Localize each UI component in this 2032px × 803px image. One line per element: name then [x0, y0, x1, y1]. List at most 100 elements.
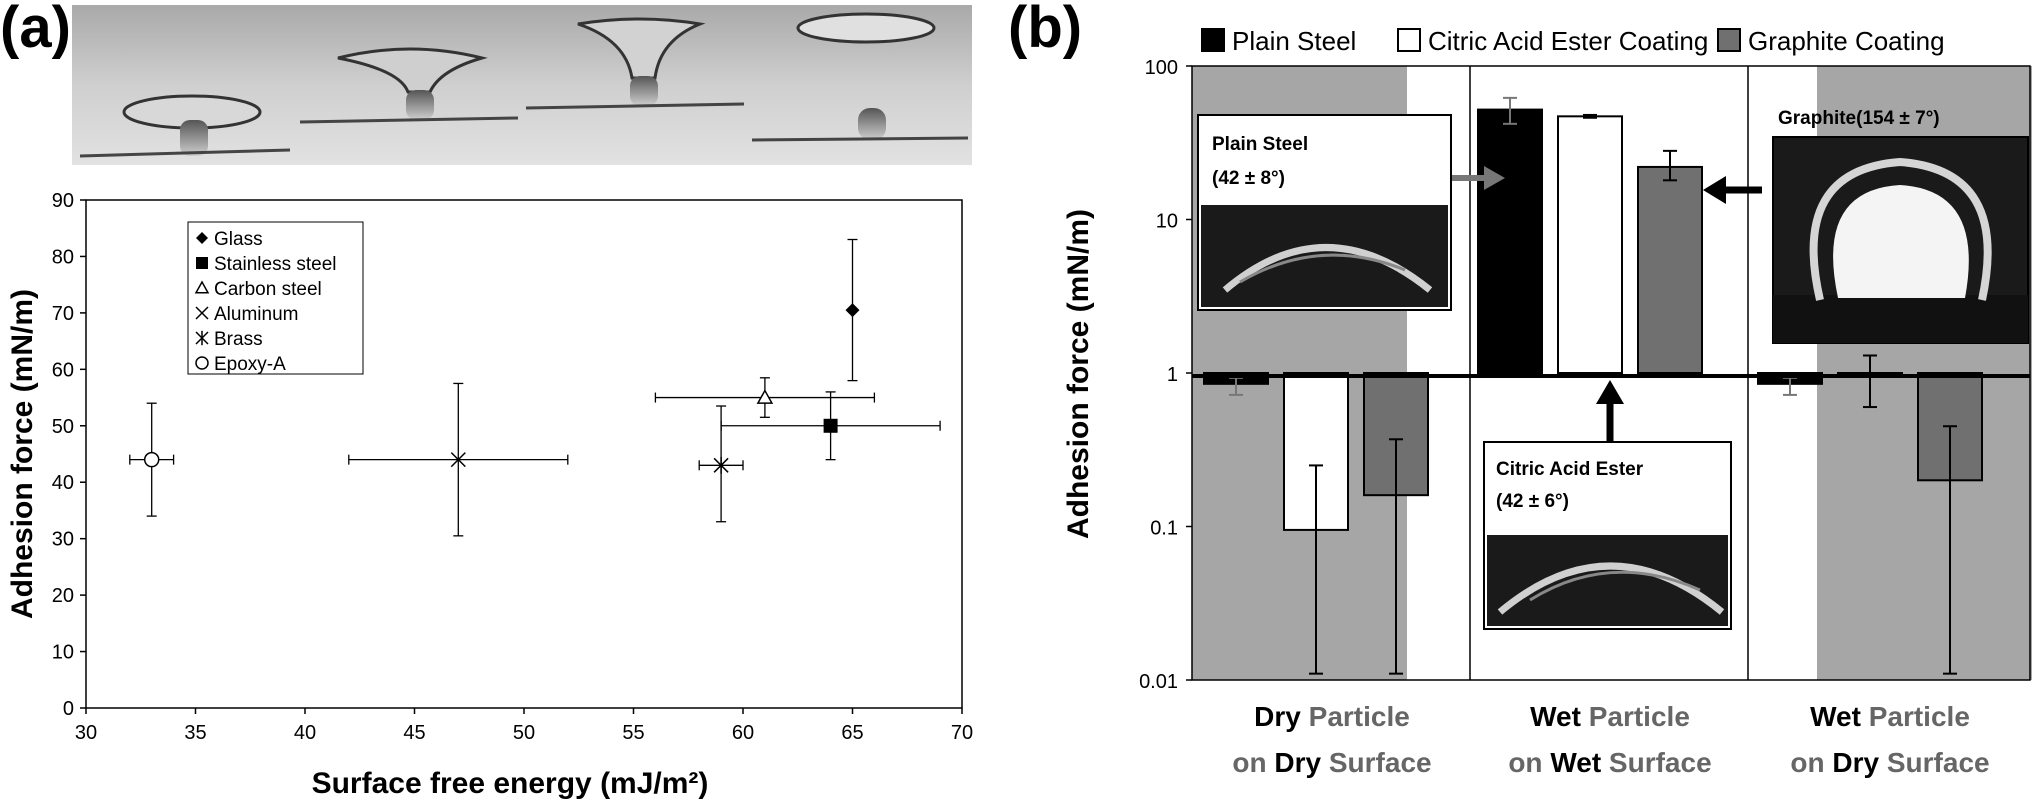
- legend-a-label: Glass: [214, 229, 263, 250]
- legend-a-marker-circle: [195, 356, 209, 370]
- rod-1: [79, 148, 291, 158]
- category-label-line2: on Wet Surface: [1508, 747, 1711, 778]
- data-points-a: [129, 238, 941, 537]
- y-tick-label-b: 1: [1167, 364, 1178, 386]
- droplet-3: [577, 17, 706, 80]
- legend-b-swatch: [1717, 28, 1741, 52]
- legend-a-marker-asterisk: [195, 330, 209, 346]
- category-label-line2: on Dry Surface: [1790, 747, 1989, 778]
- x-axis-title-a: Surface free energy (mJ/m²): [312, 767, 709, 800]
- arrow-citric-ester: [1596, 380, 1624, 442]
- marker-x: [450, 452, 466, 468]
- inset-plain-steel-subtitle: (42 ± 8°): [1212, 168, 1285, 189]
- legend-b-label: Graphite Coating: [1748, 26, 1945, 56]
- inset-graphite-base: [1773, 295, 2028, 343]
- legend-a-label: Epoxy-A: [214, 354, 286, 375]
- y-tick-label-a: 20: [52, 585, 74, 607]
- y-tick-label-b: 0.1: [1150, 518, 1178, 540]
- inset-graphite-drop-fill: [1833, 185, 1969, 298]
- data-point-stainless-steel: [720, 391, 941, 461]
- legend-b-swatch: [1397, 28, 1421, 52]
- rod-2: [299, 116, 519, 124]
- particle-1: [180, 120, 208, 156]
- inset-plain-steel: Plain Steel (42 ± 8°): [1197, 114, 1452, 311]
- y-axis-b: 0.01 0.1 1 10 100: [1139, 57, 1192, 693]
- x-tick-label-a: 35: [184, 722, 206, 744]
- x-tick-label-a: 30: [75, 722, 97, 744]
- legend-a-label: Brass: [214, 329, 263, 350]
- inset-citric-ester-highlight: [1529, 570, 1701, 602]
- category-label-line1: Wet Particle: [1530, 701, 1690, 732]
- y-tick-label-a: 90: [52, 190, 74, 212]
- arrow-citric-ester-head: [1596, 380, 1624, 404]
- y-tick-label-a: 40: [52, 472, 74, 494]
- category-label-line1: Wet Particle: [1810, 701, 1970, 732]
- inset-graphite-drop: [1809, 157, 1992, 301]
- inset-graphite: Graphite(154 ± 7°): [1772, 108, 2029, 344]
- bars-b: [1203, 96, 1983, 675]
- legend-b-label: Plain Steel: [1232, 26, 1356, 56]
- y-axis-title-a: Adhesion force (mN/m): [6, 289, 39, 619]
- legend-a-marker-square: [196, 257, 208, 269]
- x-tick-label-a: 55: [622, 722, 644, 744]
- rod-4: [751, 136, 969, 142]
- category-label-line2: on Dry Surface: [1232, 747, 1431, 778]
- inset-graphite-title: Graphite(154 ± 7°): [1778, 108, 1940, 129]
- legend-a-marker-diamond: [196, 232, 208, 244]
- legend-a-marker-x: [195, 306, 209, 320]
- legend-a-label: Stainless steel: [214, 254, 337, 275]
- marker-diamond: [845, 303, 860, 318]
- legend-b: Plain Steel Citric Acid Ester Coating Grap…: [1201, 26, 1945, 56]
- x-tick-label-a: 40: [294, 722, 316, 744]
- y-tick-label-a: 0: [63, 698, 74, 720]
- photo-strip: [72, 5, 972, 165]
- y-tick-label-a: 80: [52, 246, 74, 268]
- x-tick-label-a: 65: [841, 722, 863, 744]
- bar-chart: 0.01 0.1 1 10 100 Plain Steel Citric Acid Est…: [1062, 26, 2032, 778]
- y-tick-label-a: 60: [52, 359, 74, 381]
- panel-b-label: (b): [1008, 0, 1083, 60]
- marker-circle: [143, 451, 160, 468]
- arrow-graphite: [1703, 176, 1762, 204]
- rod-3: [525, 102, 745, 110]
- marker-asterisk: [713, 456, 729, 474]
- y-tick-label-a: 30: [52, 529, 74, 551]
- legend-b-swatch: [1201, 28, 1225, 52]
- data-point-brass: [698, 405, 744, 523]
- x-tick-label-a: 70: [951, 722, 973, 744]
- arrow-plain-steel-head: [1484, 166, 1505, 190]
- particle-4: [858, 108, 886, 140]
- legend-b-label: Citric Acid Ester Coating: [1428, 26, 1708, 56]
- marker-square: [823, 418, 838, 433]
- inset-citric-ester-drop: [1497, 562, 1725, 615]
- legend-a-label: Carbon steel: [214, 279, 322, 300]
- category-labels-b: Dry Particle on Dry Surface Wet Particle on…: [1232, 701, 1989, 778]
- y-tick-label-b: 10: [1156, 211, 1178, 233]
- y-tick-label-a: 10: [52, 642, 74, 664]
- y-tick-label-b: 0.01: [1139, 671, 1178, 693]
- inset-citric-ester-subtitle: (42 ± 6°): [1496, 491, 1569, 512]
- bar-graphite-coating: [1637, 165, 1703, 374]
- category-label-line1: Dry Particle: [1254, 701, 1410, 732]
- data-point-carbon-steel: [654, 377, 876, 418]
- y-axis-title-b: Adhesion force (mN/m): [1062, 209, 1095, 539]
- particle-2: [406, 90, 434, 120]
- x-tick-label-a: 60: [732, 722, 754, 744]
- y-axis-a: 0 10 20 30 40 50 60 70 80 90: [52, 190, 86, 720]
- y-tick-label-a: 50: [52, 416, 74, 438]
- data-point-epoxy-a: [129, 402, 175, 517]
- arrow-graphite-head: [1703, 176, 1726, 204]
- y-tick-label-a: 70: [52, 303, 74, 325]
- legend-a-label: Aluminum: [214, 304, 298, 325]
- droplet-2: [337, 47, 488, 94]
- legend-a-marker-triangle: [194, 280, 210, 294]
- bar-plain-steel: [1477, 108, 1543, 375]
- data-point-aluminum: [348, 382, 569, 537]
- inset-plain-steel-title: Plain Steel: [1212, 134, 1308, 155]
- marker-triangle: [756, 389, 774, 404]
- arrow-plain-steel: [1452, 166, 1505, 190]
- x-tick-label-a: 50: [513, 722, 535, 744]
- bar-citric-acid-ester-coating: [1557, 115, 1623, 374]
- inset-plain-steel-drop: [1222, 244, 1433, 293]
- inset-plain-steel-highlight: [1239, 253, 1406, 284]
